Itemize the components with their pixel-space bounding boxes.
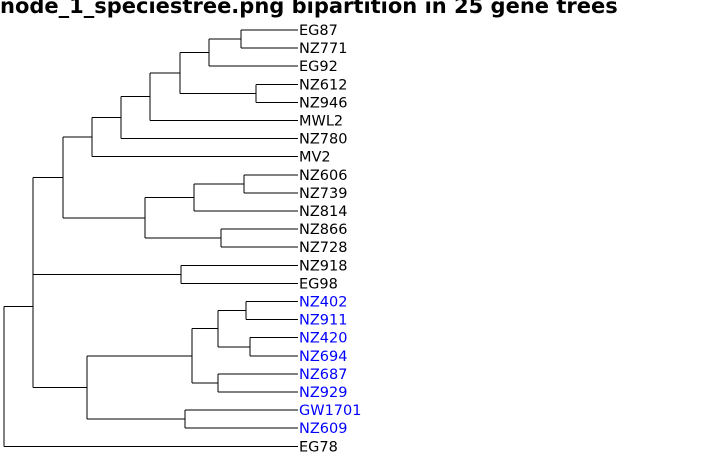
tree-branches	[3, 29, 298, 447]
leaf-label: NZ911	[299, 313, 347, 329]
leaf-label: EG78	[299, 439, 338, 455]
leaf-label: GW1701	[299, 403, 361, 419]
leaf-label: NZ780	[299, 132, 347, 148]
leaf-label: NZ694	[299, 349, 347, 365]
leaf-label: EG87	[299, 23, 338, 39]
leaf-label: NZ946	[299, 95, 347, 111]
leaf-label: NZ918	[299, 258, 347, 274]
tree-leaf-labels: EG87 NZ771 EG92 NZ612 NZ946 MWL2 NZ780 MV2 NZ606…	[299, 23, 361, 455]
leaf-label: NZ739	[299, 186, 347, 202]
leaf-label: NZ420	[299, 331, 347, 347]
leaf-label: NZ728	[299, 240, 347, 256]
leaf-label: NZ612	[299, 77, 347, 93]
leaf-label: NZ814	[299, 204, 347, 220]
leaf-label: NZ687	[299, 367, 347, 383]
leaf-label: EG92	[299, 59, 338, 75]
leaf-label: NZ771	[299, 41, 347, 57]
leaf-label: NZ866	[299, 222, 347, 238]
page-title: node_1_speciestree.png bipartition in 25…	[0, 0, 618, 18]
leaf-label: NZ609	[299, 421, 347, 437]
leaf-label: NZ606	[299, 168, 347, 184]
leaf-label: NZ402	[299, 295, 347, 311]
leaf-label: MWL2	[299, 114, 343, 130]
leaf-label: MV2	[299, 150, 331, 166]
leaf-label: NZ929	[299, 385, 347, 401]
leaf-label: EG98	[299, 276, 338, 292]
